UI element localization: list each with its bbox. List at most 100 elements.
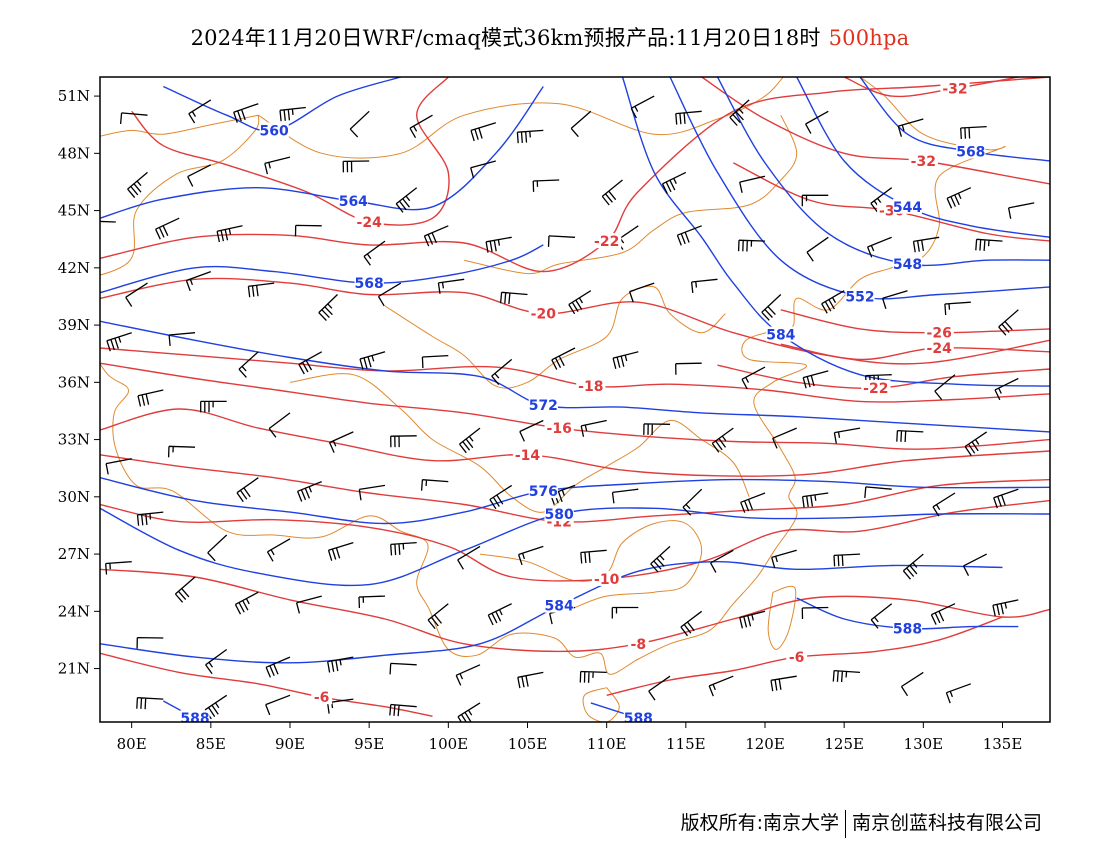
temperature-contour-label: -8 [631, 637, 647, 653]
wind-barb [427, 603, 449, 630]
wind-barb [739, 175, 766, 193]
wind-barb [881, 290, 908, 309]
wind-barb [423, 225, 449, 247]
wind-barb [675, 110, 702, 125]
wind-barb [106, 332, 132, 352]
height-contour-label: 584 [766, 328, 795, 344]
wind-barb [136, 511, 164, 526]
wind-barb [864, 486, 892, 498]
wind-barb [993, 488, 1019, 509]
wind-barb [233, 103, 259, 123]
wind-barb [349, 110, 370, 138]
wind-barb [805, 110, 829, 134]
temperature-contour-line [100, 568, 1050, 653]
wind-barb [455, 664, 481, 686]
wind-barb [437, 278, 465, 294]
temperature-contour-label-bg [924, 324, 954, 340]
temperature-contour-label-bg [528, 305, 558, 321]
boundary-line [289, 373, 750, 513]
height-contour-label: 572 [529, 398, 558, 414]
lon-tick-label: 105E [508, 735, 548, 753]
wind-barb [420, 479, 449, 491]
lat-tick-label: 45N [58, 202, 90, 220]
height-contour-label: 588 [893, 621, 922, 637]
temperature-contour-label-bg [354, 214, 384, 230]
wind-barb [833, 553, 861, 567]
temperature-contour-line [780, 343, 1050, 361]
wind-barb [516, 129, 544, 144]
wind-barb [359, 351, 386, 370]
wind-barb [457, 545, 481, 570]
height-contour-label-bg [892, 620, 923, 636]
wind-barb [601, 179, 623, 206]
temperature-contour-label: -10 [594, 572, 620, 588]
wind-barb [675, 362, 702, 375]
wind-barb [485, 236, 512, 253]
temperature-contour-label: -22 [594, 234, 619, 250]
temperature-contour-label-bg [861, 380, 891, 396]
temperature-contour-label: -24 [927, 341, 953, 357]
wind-barb [125, 282, 148, 307]
lat-tick-label: 48N [58, 144, 90, 162]
boundary-line [384, 285, 726, 389]
wind-barb [389, 662, 417, 675]
wind-barb [682, 488, 703, 516]
wind-barb [975, 238, 1003, 251]
wind-barb [771, 549, 797, 569]
copyright-divider [844, 809, 846, 838]
wind-barb [127, 171, 148, 199]
temperature-contour-label-bg [311, 689, 333, 705]
wind-barb [327, 541, 354, 561]
wind-barb [832, 669, 861, 683]
wind-barb [740, 492, 766, 513]
wind-barb [932, 492, 956, 517]
wind-barb [833, 427, 861, 444]
wind-barb [185, 270, 212, 292]
temperature-contour-label: -16 [547, 421, 572, 437]
lat-tick-label: 39N [58, 316, 90, 334]
lat-tick-label: 42N [58, 259, 90, 277]
wind-barb [470, 160, 496, 179]
height-contour-label-bg [528, 397, 558, 413]
height-contour-label-bg [892, 256, 923, 272]
boundary-line [767, 585, 797, 651]
temperature-contour-label-bg [924, 339, 954, 355]
wind-barb [992, 599, 1019, 617]
temperature-contour-label: -20 [531, 307, 557, 323]
temperature-contour-label-bg [512, 446, 543, 462]
wind-barb [580, 549, 607, 564]
height-contour-label-bg [259, 122, 289, 138]
wind-barb [363, 240, 386, 266]
wind-barb [772, 427, 797, 449]
lon-tick-label: 85E [196, 735, 226, 753]
height-contour-label: 576 [529, 484, 558, 500]
wind-barb [739, 610, 766, 629]
temperature-contour-label: -32 [911, 154, 936, 170]
boundary-line [100, 77, 1006, 675]
temperature-contour-label: -22 [863, 381, 888, 397]
wind-barb [517, 545, 544, 566]
lat-tick-label: 51N [58, 87, 90, 105]
wind-barb [630, 95, 655, 119]
wind-barb [708, 675, 734, 697]
height-contour-line [859, 77, 1050, 162]
wind-barb [174, 576, 196, 603]
lon-tick-label: 80E [117, 735, 147, 753]
wind-barb [611, 606, 639, 619]
lat-tick-label: 33N [58, 431, 90, 449]
wind-barb [119, 112, 148, 124]
lon-tick-label: 90E [275, 735, 305, 753]
height-contour-line [100, 320, 1050, 433]
wind-barb [358, 484, 386, 501]
wind-barb [517, 671, 544, 689]
wind-barb [390, 541, 417, 556]
wind-barb [648, 675, 671, 701]
temperature-contour-label: -32 [942, 81, 967, 97]
height-contour-label-bg [623, 710, 653, 722]
temperature-contour-label-bg [940, 80, 970, 96]
lon-tick-label: 130E [904, 735, 944, 753]
height-contour-label: 548 [893, 257, 922, 273]
temperature-contours [100, 77, 1050, 717]
wind-barb [458, 427, 481, 454]
wind-barb [964, 431, 988, 456]
